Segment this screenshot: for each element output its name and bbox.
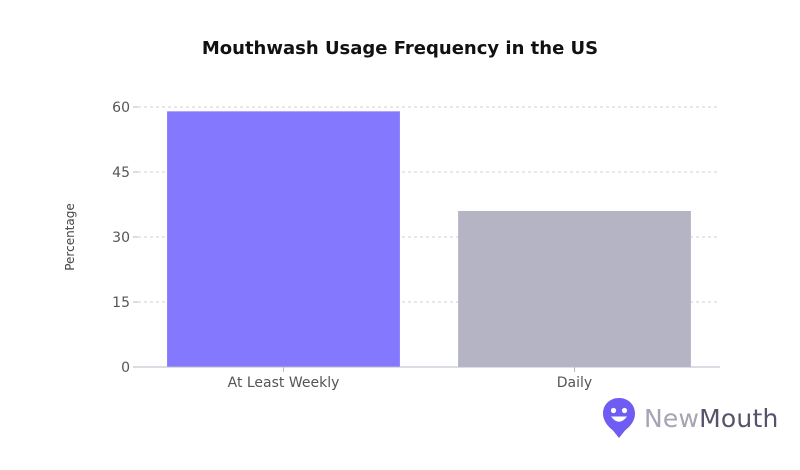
x-tick-labels: At Least Weekly Daily (228, 367, 592, 391)
x-tick-label: At Least Weekly (228, 375, 340, 391)
y-tick-label: 0 (121, 360, 130, 376)
y-tick-label: 45 (112, 165, 130, 181)
y-axis-label: Percentage (63, 203, 77, 271)
newmouth-logo: NewMouth (602, 396, 792, 440)
bar-daily (458, 211, 691, 367)
logo-wordmark: NewMouth (644, 404, 779, 433)
bar-at-least-weekly (167, 111, 400, 367)
y-tick-label: 15 (112, 295, 130, 311)
y-tick-label: 60 (112, 100, 130, 116)
logo-word-mouth: Mouth (699, 403, 779, 433)
logo-word-new: New (644, 403, 700, 433)
tooth-smile-icon (603, 398, 635, 438)
y-tick-label: 30 (112, 230, 130, 246)
chart-title: Mouthwash Usage Frequency in the US (201, 38, 599, 59)
y-tick-labels: 0 15 30 45 60 (112, 100, 138, 376)
x-tick-label: Daily (557, 375, 592, 391)
bars (167, 111, 691, 367)
